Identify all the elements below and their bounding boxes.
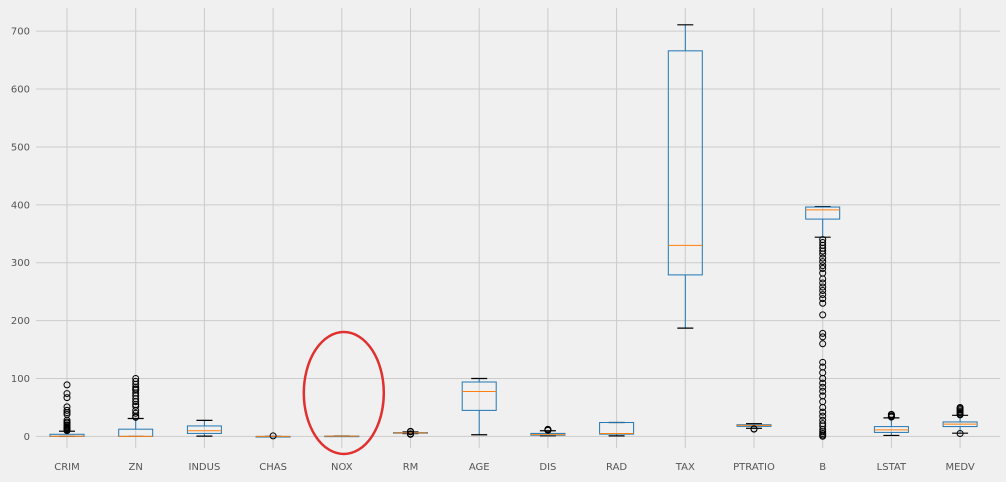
outlier-point (819, 387, 827, 395)
box-ptratio (736, 423, 772, 433)
x-axis-ticks: CRIM ZN INDUS CHAS NOX RM AGE DIS RAD TAX PTRATIO B… (54, 462, 975, 473)
box-crim (49, 381, 85, 438)
outlier-point (819, 412, 827, 420)
outlier-point (750, 425, 758, 433)
box-zn (118, 375, 154, 438)
outlier-point (819, 416, 827, 424)
annotations (302, 330, 386, 456)
y-tick-label: 0 (24, 432, 30, 443)
outlier-point (63, 403, 71, 411)
x-tick-label: LSTAT (877, 462, 907, 473)
outlier-point (819, 299, 827, 307)
iqr-box (805, 206, 841, 220)
outlier-point (819, 287, 827, 295)
x-tick-label: PTRATIO (733, 462, 775, 473)
outlier-point (132, 377, 140, 385)
y-axis-ticks: 0 100 200 300 400 500 600 700 (11, 27, 30, 443)
outlier-point (819, 254, 827, 262)
outlier-point (819, 383, 827, 391)
x-tick-label: DIS (539, 462, 556, 473)
iqr-box (667, 50, 703, 276)
outlier-point (544, 425, 552, 433)
x-tick-label: ZN (129, 462, 143, 473)
outlier-point (819, 236, 827, 244)
outlier-point (819, 262, 827, 270)
box-lstat (873, 410, 909, 437)
outlier-point (269, 432, 277, 440)
x-tick-label: RAD (606, 462, 627, 473)
highlight-ellipse (302, 330, 386, 456)
outlier-point (956, 403, 964, 411)
box-rad (599, 421, 635, 437)
x-tick-label: B (819, 462, 826, 473)
iqr-box (461, 381, 497, 411)
grid-lines (36, 8, 1000, 448)
y-tick-label: 500 (11, 142, 30, 153)
box-age (461, 377, 497, 436)
outlier-point (819, 333, 827, 341)
outlier-point (819, 291, 827, 299)
iqr-box (186, 425, 222, 434)
outlier-point (819, 283, 827, 291)
y-tick-label: 700 (11, 27, 30, 38)
x-tick-label: AGE (469, 462, 490, 473)
outlier-point (819, 311, 827, 319)
x-tick-label: TAX (675, 462, 695, 473)
outlier-point (819, 258, 827, 266)
outlier-point (819, 420, 827, 428)
box-nox (324, 435, 360, 438)
outlier-point (819, 358, 827, 366)
outlier-point (819, 379, 827, 387)
outlier-point (819, 340, 827, 348)
outlier-point (819, 363, 827, 371)
outlier-point (819, 269, 827, 277)
outlier-point (887, 410, 895, 418)
y-tick-label: 400 (11, 200, 30, 211)
outlier-point (63, 390, 71, 398)
outlier-point (407, 427, 414, 435)
x-tick-label: CRIM (54, 462, 80, 473)
outlier-point (819, 329, 827, 337)
y-tick-label: 200 (11, 316, 30, 327)
y-tick-label: 300 (11, 258, 30, 269)
outlier-point (819, 238, 827, 246)
x-tick-label: RM (403, 462, 419, 473)
outlier-point (407, 430, 414, 438)
box-indus (186, 419, 222, 437)
y-tick-label: 100 (11, 374, 30, 385)
x-tick-label: NOX (331, 462, 353, 473)
outlier-point (63, 394, 71, 402)
outlier-point (63, 406, 71, 414)
outlier-point (956, 430, 964, 438)
iqr-box (599, 422, 635, 435)
outlier-point (63, 381, 71, 389)
x-tick-label: INDUS (189, 462, 221, 473)
outlier-point (819, 392, 827, 400)
outlier-point (819, 265, 827, 273)
outlier-point (132, 409, 140, 417)
box-plots (49, 24, 978, 440)
box-b (805, 206, 841, 440)
outlier-point (132, 375, 140, 383)
box-medv (942, 403, 978, 438)
outlier-point (819, 279, 827, 287)
outlier-point (819, 295, 827, 303)
box-tax (667, 24, 703, 329)
x-tick-label: MEDV (945, 462, 974, 473)
x-tick-label: CHAS (259, 462, 287, 473)
box-dis (530, 425, 566, 437)
box-rm (393, 427, 428, 438)
outlier-point (819, 408, 827, 416)
y-tick-label: 600 (11, 85, 30, 96)
box-chas (255, 432, 291, 440)
